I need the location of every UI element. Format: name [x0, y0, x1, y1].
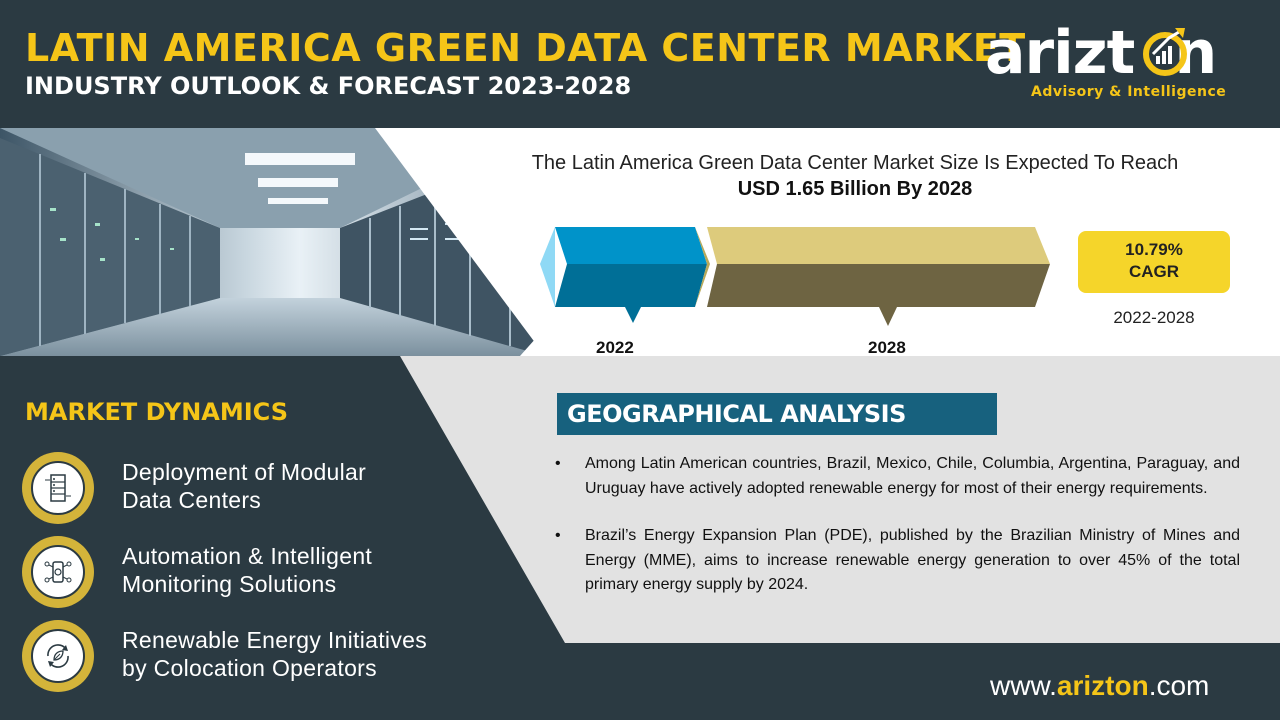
- header: LATIN AMERICA GREEN DATA CENTER MARKET I…: [0, 0, 1280, 128]
- geo-point: • Among Latin American countries, Brazil,…: [555, 452, 1240, 501]
- dynamics-item-line1: Automation & Intelligent: [122, 543, 373, 569]
- dynamics-item-modular: Deployment of Modular Data Centers: [22, 452, 442, 524]
- bar-2028-top: [707, 227, 1050, 264]
- growth-bars: [540, 227, 1050, 326]
- dynamics-panel-background: [0, 356, 1280, 720]
- market-size-value: USD 1.65 Billion By 2028: [737, 178, 973, 200]
- market-size-statement: The Latin America Green Data Center Mark…: [531, 152, 1179, 174]
- geo-points: • Among Latin American countries, Brazil,…: [555, 452, 1240, 621]
- dynamics-item-line2: by Colocation Operators: [122, 655, 377, 681]
- cagr-label: CAGR: [1128, 262, 1180, 281]
- growth-chart-icon: [1143, 28, 1187, 76]
- dynamics-item-line2: Data Centers: [122, 487, 262, 513]
- dynamics-item-line1: Deployment of Modular: [122, 459, 367, 485]
- cagr-badge: 10.79% CAGR: [1078, 231, 1230, 293]
- year-2028-label: 2028: [868, 338, 906, 357]
- geo-point: • Brazil’s Energy Expansion Plan (PDE), p…: [555, 524, 1240, 598]
- dynamics-item-line1: Renewable Energy Initiatives: [122, 627, 428, 653]
- data-center-photo: [0, 128, 545, 356]
- bullet-icon: •: [555, 455, 561, 472]
- bar-2028-pointer: [879, 307, 897, 326]
- bar-2022-top: [555, 227, 707, 264]
- logo-tagline: Advisory & Intelligence: [1031, 84, 1227, 100]
- monitoring-icon: [44, 561, 72, 583]
- bar-2022-pointer: [625, 307, 641, 323]
- dynamics-item-renewable: Renewable Energy Initiatives by Colocati…: [22, 620, 442, 692]
- dynamics-item-automation: Automation & Intelligent Monitoring Solu…: [22, 536, 442, 608]
- dynamics-item-line2: Monitoring Solutions: [122, 571, 337, 597]
- logo-wordmark: arizton: [985, 18, 1217, 88]
- server-rack-icon: [45, 474, 71, 502]
- arizton-logo[interactable]: arizton Advisory & Intelligence: [985, 18, 1235, 108]
- bar-2028-left: [695, 227, 710, 307]
- cagr-value: 10.79%: [1125, 240, 1183, 259]
- page-title: LATIN AMERICA GREEN DATA CENTER MARKET: [25, 26, 1026, 70]
- geo-title: GEOGRAPHICAL ANALYSIS: [567, 400, 906, 428]
- footer-website-link[interactable]: www.arizton.com: [990, 670, 1210, 701]
- bullet-icon: •: [555, 527, 561, 544]
- geo-header: GEOGRAPHICAL ANALYSIS: [557, 393, 997, 435]
- bar-2022-front-left: [540, 227, 555, 307]
- page-subtitle: INDUSTRY OUTLOOK & FORECAST 2023-2028: [25, 72, 632, 100]
- bar-2028-bottom: [707, 264, 1050, 307]
- bar-2022-bottom: [555, 264, 707, 307]
- recycle-leaf-icon: [47, 644, 69, 668]
- year-2022-label: 2022: [596, 338, 634, 357]
- market-dynamics-title: MARKET DYNAMICS: [25, 398, 289, 426]
- cagr-period: 2022-2028: [1113, 308, 1195, 327]
